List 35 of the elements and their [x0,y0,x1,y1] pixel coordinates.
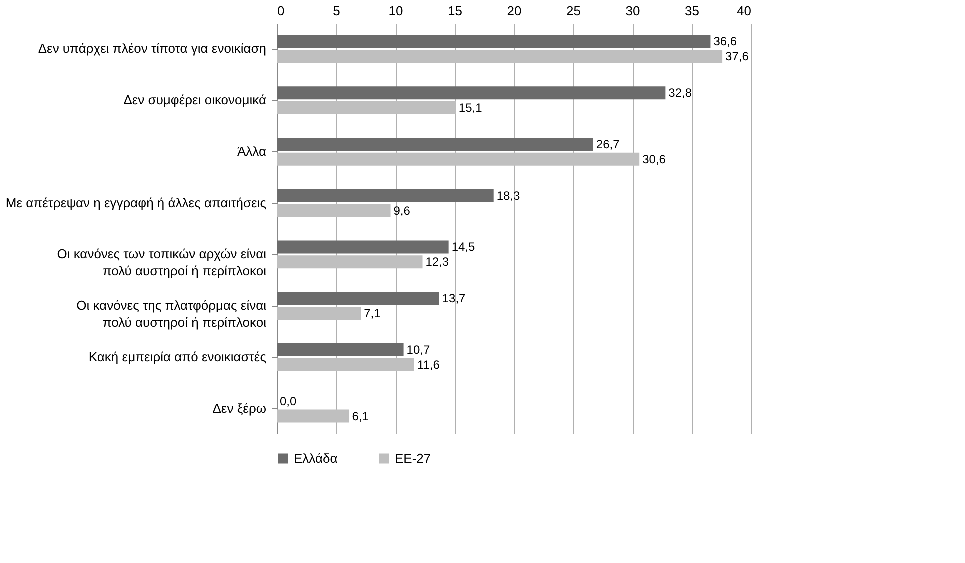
y-tick-label: Άλλα [238,144,267,159]
x-tick-label: 35 [685,4,700,18]
x-tick-label: 30 [626,4,640,18]
y-tick-label: Με απέτρεψαν η εγγραφή ή άλλες απαιτήσεις [6,195,266,210]
x-tick-label: 20 [507,4,522,18]
legend-label: ΕΕ-27 [395,450,432,466]
data-label: 9,6 [394,204,411,218]
y-tick-label: Οι κανόνες της πλατφόρμας είναι πολύ αυστηροί ή περίπλοκοι [76,298,267,330]
legend-label: Ελλάδα [294,450,338,466]
data-label: 36,6 [714,34,738,49]
data-label: 12,3 [426,255,450,270]
x-tick-label: 10 [388,4,404,18]
data-label: 37,6 [726,50,750,64]
x-tick-label: 15 [448,4,462,18]
data-label: 0,0 [280,394,298,408]
data-label: 26,7 [596,137,620,152]
y-tick-label: Οι κανόνες των τοπικών αρχών είναι πολύ αυστηροί ή περίπλοκοι [57,246,267,279]
data-label: 32,8 [668,86,692,100]
x-tick-label: 0 [278,4,285,18]
y-tick-label: Δεν υπάρχει πλέον τίποτα για ενοικίαση [38,41,266,56]
y-tick-label: Δεν ξέρω [212,400,266,416]
data-label: 15,1 [458,101,483,116]
data-label: 7,1 [364,306,382,321]
data-label: 11,6 [417,358,440,372]
x-tick-label: 40 [737,4,752,18]
data-label: 13,7 [442,292,466,306]
data-label: 6,1 [352,409,370,424]
x-tick-label: 5 [333,4,340,18]
data-label: 18,3 [496,188,521,203]
data-label: 30,6 [642,152,666,166]
y-tick-label: Δεν συμφέρει οικονομικά [124,92,267,108]
data-label: 14,5 [452,240,476,254]
x-tick-label: 25 [566,4,581,18]
y-tick-label: Κακή εμπειρία από ενοικιαστές [88,349,266,364]
data-label: 10,7 [406,342,430,357]
